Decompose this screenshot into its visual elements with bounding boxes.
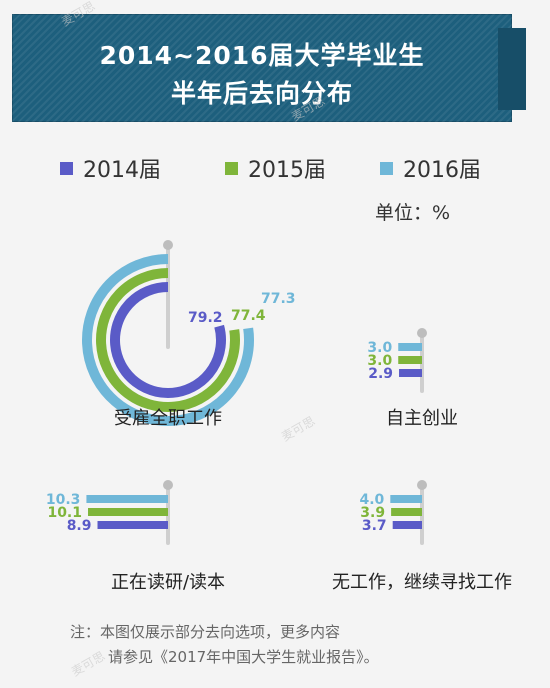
unit-label: 单位：% <box>375 202 451 224</box>
category-label-2: 正在读研/读本 <box>111 572 225 593</box>
value-label-1-0: 2.9 <box>368 366 393 382</box>
chart-title-line1: 2014~2016届大学毕业生 <box>99 41 425 70</box>
legend-label-2016: 2016届 <box>403 158 481 183</box>
category-label-1: 自主创业 <box>386 408 458 429</box>
legend-swatch-2016 <box>380 161 393 175</box>
value-label-3-0: 3.7 <box>362 518 387 534</box>
value-label-0-0: 79.2 <box>188 310 223 326</box>
chart-title-line2: 半年后去向分布 <box>170 79 353 108</box>
arc-0-2 <box>82 254 254 426</box>
arc-0-0 <box>110 282 226 398</box>
banner-tab <box>498 28 526 110</box>
legend-item-2016: 2016届 <box>380 152 481 184</box>
value-label-2-2: 10.3 <box>46 492 81 508</box>
footnote: 注：本图仅展示部分去向选项，更多内容 请参见《2017年中国大学生就业报告》。 <box>70 620 379 670</box>
panel-pole-cap <box>417 480 427 490</box>
value-label-0-1: 77.4 <box>231 308 266 324</box>
footnote-line1: 注：本图仅展示部分去向选项，更多内容 <box>70 623 341 641</box>
value-label-2-0: 8.9 <box>67 518 92 534</box>
legend-swatch-2014 <box>60 161 73 175</box>
value-label-1-2: 3.0 <box>367 340 392 356</box>
legend-label-2015: 2015届 <box>248 158 326 183</box>
panel-pole-cap <box>417 328 427 338</box>
legend-swatch-2015 <box>225 161 238 175</box>
category-label-3: 无工作，继续寻找工作 <box>332 572 512 593</box>
footnote-line2: 请参见《2017年中国大学生就业报告》。 <box>108 648 379 666</box>
panel-pole-cap <box>163 240 173 250</box>
arc-0-1 <box>96 268 240 412</box>
value-label-2-1: 10.1 <box>47 505 82 521</box>
legend-item-2015: 2015届 <box>225 152 326 184</box>
value-label-0-2: 77.3 <box>261 291 296 307</box>
value-label-3-2: 4.0 <box>360 492 385 508</box>
value-label-1-1: 3.0 <box>367 353 392 369</box>
legend: 2014届 2015届 2016届 <box>60 152 510 184</box>
legend-label-2014: 2014届 <box>83 158 161 183</box>
panel-pole-cap <box>163 480 173 490</box>
value-label-3-1: 3.9 <box>360 505 385 521</box>
legend-item-2014: 2014届 <box>60 152 161 184</box>
title-banner: 2014~2016届大学毕业生 半年后去向分布 <box>12 14 526 122</box>
category-label-0: 受雇全职工作 <box>114 408 222 429</box>
